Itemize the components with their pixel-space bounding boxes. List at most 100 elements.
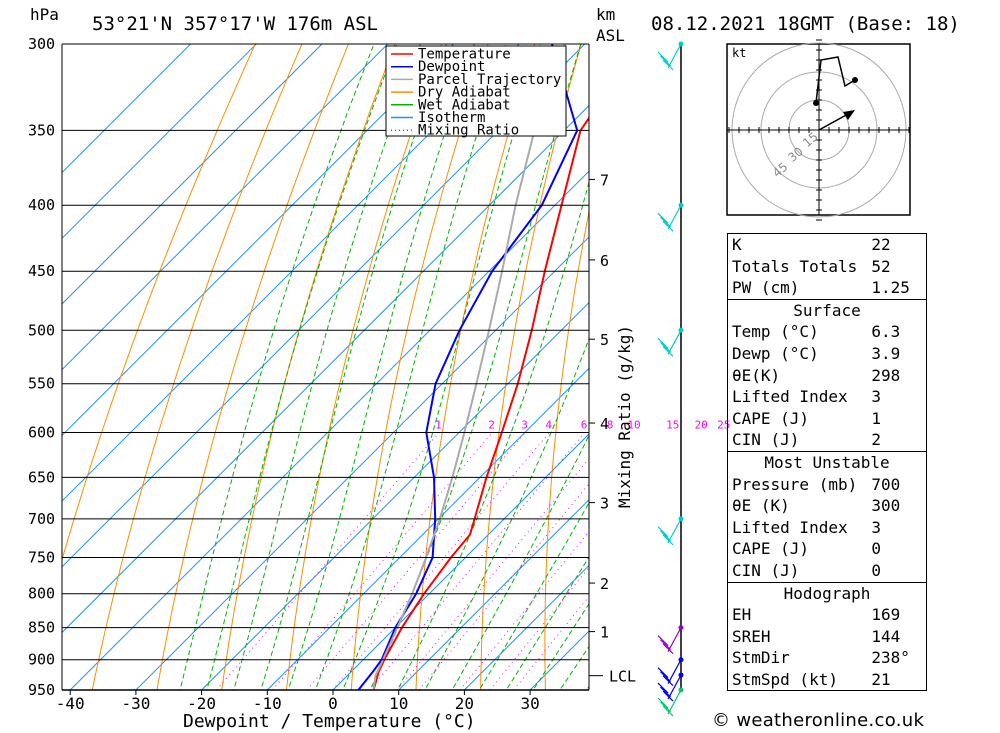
pressure-tick-label: 650 <box>28 468 55 486</box>
stats-row: PW (cm) 1.25 <box>728 277 927 299</box>
stats-section-header: Hodograph <box>727 581 927 605</box>
stats-label: Temp (°C) <box>732 322 819 342</box>
wet-adiabat-line <box>532 602 589 690</box>
dry-adiabat-line <box>62 44 256 562</box>
stats-value: 21 <box>871 669 891 689</box>
wind-barb <box>657 625 684 655</box>
stats-row: CAPE (J) 0 <box>728 538 927 560</box>
dry-adiabat-line <box>286 44 443 690</box>
wet-adiabat-line <box>342 44 542 690</box>
isotherm-line <box>62 44 454 437</box>
wet-adiabat-line <box>233 44 421 690</box>
stats-label: CIN (J) <box>732 560 800 580</box>
km-tick-label: 3 <box>600 495 609 513</box>
mixing-ratio-label: 4 <box>545 418 552 431</box>
stats-label: Pressure (mb) <box>732 474 858 494</box>
stats-label: Lifted Index <box>732 517 848 537</box>
stats-row: CIN (J) 2 <box>728 429 927 451</box>
wet-adiabat-line <box>260 44 447 690</box>
temperature-tick-label: 0 <box>328 694 338 713</box>
stats-value: 52 <box>871 256 891 276</box>
isotherm-line <box>62 44 586 568</box>
wind-profile <box>657 41 684 717</box>
mixing-ratio-label: 20 <box>695 418 708 431</box>
hodograph-start-dot <box>813 100 819 106</box>
stats-section-header: Most Unstable <box>727 450 927 474</box>
stats-value: 238° <box>871 648 910 668</box>
temperature-tick-label: 20 <box>455 694 474 713</box>
x-axis-label: Dewpoint / Temperature (°C) <box>183 711 476 732</box>
stats-label: StmDir <box>732 648 790 668</box>
axes: 1 2 3 4 6 8 10 15 20 2530035040045050055060065070… <box>28 35 730 713</box>
hodograph-unit-label: kt <box>732 46 746 60</box>
pressure-tick-label: 500 <box>28 321 55 339</box>
wind-barb <box>657 687 684 717</box>
wet-adiabat-line <box>397 180 589 690</box>
stats-value: 0 <box>871 539 882 559</box>
dry-adiabat-line <box>415 44 536 690</box>
mixing-ratio-label: 6 <box>581 418 588 431</box>
stats-label: K <box>732 235 742 254</box>
legend-label: Dewpoint <box>418 59 485 75</box>
wet-adiabat-line <box>179 44 375 690</box>
stats-value: 300 <box>871 496 901 516</box>
stats-value: 1 <box>871 408 882 428</box>
mixing-ratio-line <box>306 432 526 690</box>
stats-label: PW (cm) <box>732 278 800 298</box>
stats-row: Lifted Index 3 <box>728 517 927 539</box>
dry-adiabat-line <box>221 44 396 690</box>
stats-value: 700 <box>871 474 901 494</box>
stats-row: StmSpd (kt) 21 <box>728 669 927 691</box>
stats-label: θE(K) <box>732 365 781 385</box>
isotherm-line <box>398 498 589 690</box>
dry-adiabat-line <box>350 44 489 690</box>
mixing-ratio-axis-label: Mixing Ratio (g/kg) <box>615 325 634 508</box>
pressure-unit-label: hPa <box>30 5 59 24</box>
temperature-tick-label: -40 <box>56 694 85 713</box>
credit-text: © weatheronline.co.uk <box>712 710 925 731</box>
pressure-tick-label: 900 <box>28 651 55 669</box>
dry-adiabat-line <box>544 209 589 690</box>
mixing-ratio-line <box>418 483 589 690</box>
wet-adiabat-line <box>206 44 398 690</box>
stats-row: CAPE (J) 1 <box>728 408 927 430</box>
km-tick-label: 2 <box>600 575 609 593</box>
legend-label: Parcel Trajectory <box>418 72 561 88</box>
stats-section-title: Most Unstable <box>727 450 927 474</box>
pressure-tick-label: 550 <box>28 375 55 393</box>
stats-section-header: Surface <box>727 298 927 322</box>
location-title: 53°21'N 357°17'W 176m ASL <box>92 13 378 35</box>
pressure-tick-label: 950 <box>28 681 55 699</box>
km-tick-label: 1 <box>600 624 609 642</box>
wind-barb <box>657 516 684 546</box>
temperature-tick-label: -10 <box>253 694 282 713</box>
stats-row: Pressure (mb) 700 <box>728 474 927 496</box>
stats-label: CIN (J) <box>732 430 800 450</box>
stats-value: 1.25 <box>871 278 910 298</box>
mixing-ratio-label: 15 <box>666 418 679 431</box>
stats-value: 3 <box>871 387 882 407</box>
isotherm-line <box>62 44 323 305</box>
wind-barb <box>657 41 684 71</box>
stats-value: 3 <box>871 517 882 537</box>
temperature-tick-label: -20 <box>187 694 216 713</box>
stats-row: K 22 <box>728 234 927 256</box>
isotherm-line <box>62 44 389 371</box>
stats-label: Lifted Index <box>732 387 848 407</box>
stats-value: 298 <box>871 365 901 385</box>
km-tick-label: 6 <box>600 252 609 270</box>
mixing-ratio-line <box>489 566 589 690</box>
stats-section-title: Surface <box>727 298 927 322</box>
wet-adiabat-line <box>287 44 475 690</box>
stats-value: 6.3 <box>871 322 901 342</box>
wet-adiabat-line <box>424 337 589 690</box>
mixing-ratio-line <box>369 432 586 690</box>
isotherm-line <box>266 367 589 690</box>
isotherm-line <box>62 104 589 634</box>
isotherm-line <box>201 301 589 690</box>
stats-row: θE (K) 300 <box>728 495 927 517</box>
isotherm-line <box>464 564 589 690</box>
asl-label: ASL <box>596 26 625 45</box>
stats-row: CIN (J) 0 <box>728 560 927 582</box>
